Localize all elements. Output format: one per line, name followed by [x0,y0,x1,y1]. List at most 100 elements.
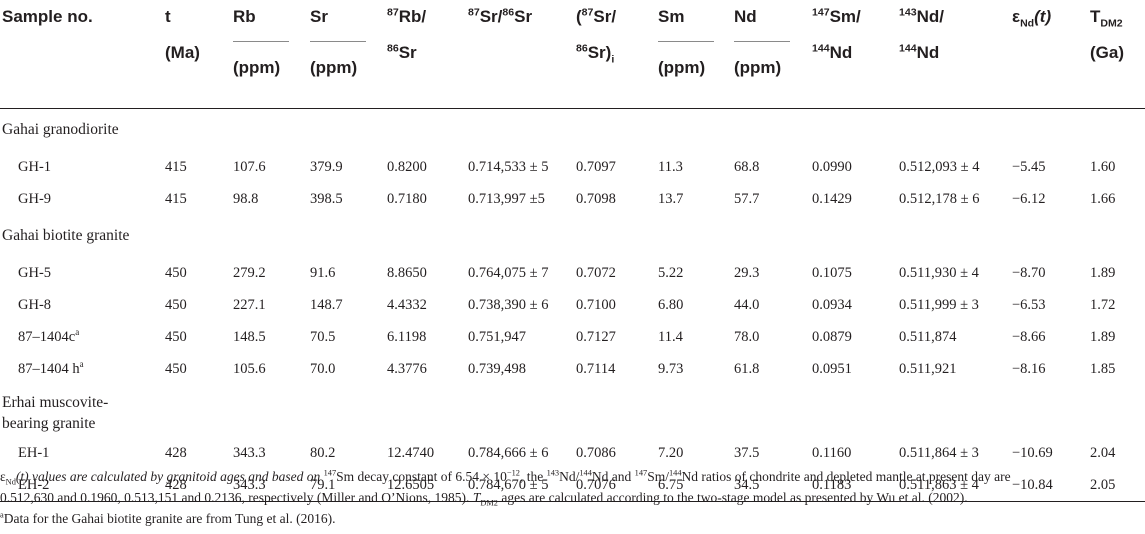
cell-sample: EH-2 [0,469,165,502]
cell-smnd: 0.1429 [812,191,852,207]
cell-eps: −6.53 [1012,297,1046,313]
cell-smnd: 0.1183 [812,469,899,502]
cell-srsr-i: 0.7127 [576,329,616,345]
cell-rb: 279.2 [233,265,266,281]
header-nd-nd-ratio: 143Nd/ [899,6,944,26]
cell-smnd: 0.0951 [812,361,852,377]
cell-smnd: 0.1075 [812,265,852,281]
section-row: Erhai muscovite-bearing granite [0,385,1145,437]
cell-srsr: 0.751,947 [468,329,526,345]
cell-ndnd: 0.511,930 ± 4 [899,265,979,281]
header-rb: Rb [233,0,310,42]
cell-sample: EH-1 [18,445,50,461]
cell-nd: 34.5 [734,469,812,502]
cell-eps: −6.12 [1012,191,1046,207]
header-tdm2-unit: (Ga) [1090,43,1124,62]
cell-tdm: 1.89 [1090,265,1116,281]
cell-rb: 98.8 [233,191,259,207]
section-title: Gahai biotite granite [2,227,130,244]
cell-sample: 87–1404ca [18,327,80,345]
cell-nd: 68.8 [734,159,760,175]
cell-srsr-i: 0.7097 [576,159,616,175]
cell-t: 450 [165,361,187,377]
header-rb-sr-ratio-line2: 86Sr [387,42,417,62]
cell-rbsr: 0.8200 [387,159,427,175]
cell-srsr: 0.784,670 ± 5 [468,469,576,502]
cell-nd: 44.0 [734,297,760,313]
header-initial-sr-ratio: (87Sr/ [576,6,617,26]
header-nd: Nd [734,0,812,42]
cell-rbsr: 4.3776 [387,361,427,377]
table-row: 87–1404 ha 450 105.6 70.0 4.3776 0.739,498 0.7… [0,353,1145,385]
cell-smnd: 0.0990 [812,159,852,175]
cell-srsr: 0.713,997 ±5 [468,191,545,207]
cell-sm: 11.3 [658,159,683,175]
cell-sm: 7.20 [658,445,684,461]
cell-sample: GH-8 [18,297,52,313]
header-rb-sr-ratio: 87Rb/ [387,6,427,26]
header-sr-unit: (ppm) [310,58,358,77]
cell-tdm: 2.04 [1090,445,1116,461]
cell-ndnd: 0.512,178 ± 6 [899,191,980,207]
cell-ndnd: 0.511,874 [899,329,957,345]
cell-ndnd: 0.511,863 ± 4 [899,469,1012,502]
table-row: GH-1 415 107.6 379.9 0.8200 0.714,533 ± 5 0.70… [0,151,1145,183]
cell-ndnd: 0.511,921 [899,361,957,377]
table-footnotes: εNd(t) values are calculated by granitoi… [0,466,1145,529]
cell-srsr-i: 0.7086 [576,445,616,461]
table-row: EH-2 428 343.3 79.1 12.6505 0.784,670 ± 5 0.70… [0,469,1145,502]
cell-ndnd: 0.512,093 ± 4 [899,159,980,175]
cell-sm: 11.4 [658,329,683,345]
cell-rb: 227.1 [233,297,266,313]
cell-ndnd: 0.511,864 ± 3 [899,445,979,461]
header-sample-line2 [0,42,165,109]
cell-eps: −5.45 [1012,159,1046,175]
cell-sr: 148.7 [310,297,343,313]
cell-sm: 13.7 [658,191,684,207]
cell-srsr: 0.764,075 ± 7 [468,265,549,281]
table-body: Gahai granodiorite GH-1 415 107.6 379.9 0.820… [0,109,1145,502]
table-row: 87–1404ca 450 148.5 70.5 6.1198 0.751,947 0.71… [0,321,1145,353]
header-initial-sr-ratio-line2: 86Sr)i [576,42,615,66]
cell-smnd: 0.1160 [812,445,852,461]
header-sample: Sample no. [2,7,93,26]
cell-sample: 87–1404 ha [18,359,84,377]
header-t: t [165,7,171,26]
cell-rbsr: 8.8650 [387,265,427,281]
cell-srsr: 0.784,666 ± 6 [468,445,549,461]
cell-srsr-i: 0.7100 [576,297,616,313]
cell-nd: 78.0 [734,329,760,345]
cell-rb: 105.6 [233,361,266,377]
cell-srsr-i: 0.7076 [576,469,658,502]
header-sm: Sm [658,0,734,42]
cell-smnd: 0.0879 [812,329,852,345]
cell-sm: 5.22 [658,265,684,281]
header-tdm2: TDM2 [1090,7,1123,30]
cell-nd: 61.8 [734,361,760,377]
cell-srsr-i: 0.7072 [576,265,616,281]
cell-sr: 79.1 [310,469,387,502]
cell-nd: 37.5 [734,445,760,461]
isotope-data-table: Sample no. t Rb Sr 87Rb/ 87Sr/86Sr (87Sr… [0,0,1145,502]
cell-eps: −8.16 [1012,361,1046,377]
cell-rb: 343.3 [233,445,266,461]
cell-t: 450 [165,265,187,281]
header-sm-unit: (ppm) [658,58,706,77]
cell-eps: −8.70 [1012,265,1046,281]
cell-eps: −10.69 [1012,445,1053,461]
cell-nd: 29.3 [734,265,760,281]
cell-rb: 148.5 [233,329,266,345]
cell-sample: GH-9 [18,191,52,207]
cell-srsr: 0.714,533 ± 5 [468,159,549,175]
cell-sample: GH-1 [18,159,52,175]
header-sr: Sr [310,0,387,42]
cell-t: 450 [165,297,187,313]
table-row: GH-8 450 227.1 148.7 4.4332 0.738,390 ± 6 0.71… [0,289,1145,321]
section-row: Gahai granodiorite [0,109,1145,152]
cell-sr: 80.2 [310,445,336,461]
cell-tdm: 1.89 [1090,329,1116,345]
cell-rb: 107.6 [233,159,266,175]
cell-t: 450 [165,329,187,345]
cell-ndnd: 0.511,999 ± 3 [899,297,979,313]
cell-sm: 6.75 [658,469,734,502]
